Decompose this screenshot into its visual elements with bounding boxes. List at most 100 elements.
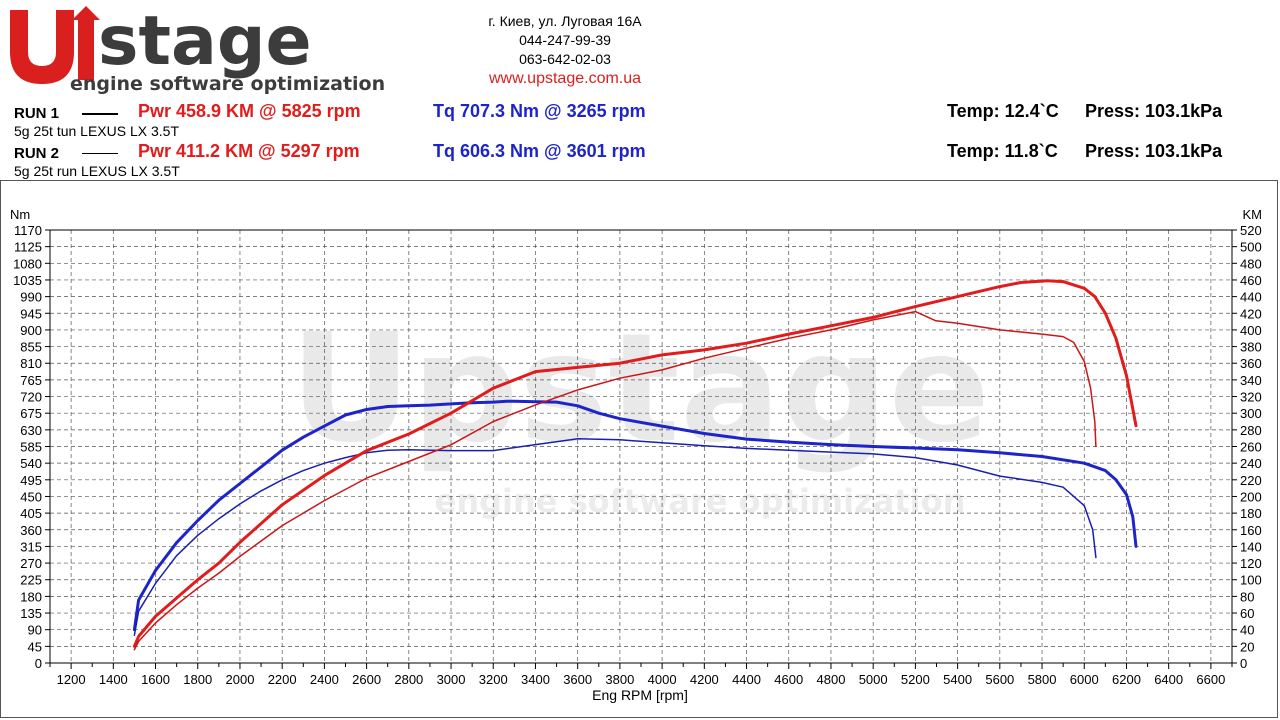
y-right-tick-label: 420 — [1240, 306, 1262, 321]
website-link[interactable]: www.upstage.com.ua — [488, 70, 642, 87]
x-tick-label: 6000 — [1070, 672, 1099, 687]
y-left-tick-label: 945 — [20, 306, 42, 321]
y-right-tick-label: 520 — [1240, 223, 1262, 238]
x-tick-label: 5800 — [1028, 672, 1057, 687]
run-1-power: Pwr 458.9 KM @ 5825 rpm — [138, 101, 361, 121]
x-tick-label: 5600 — [985, 672, 1014, 687]
x-tick-label: 3200 — [479, 672, 508, 687]
address: г. Киев, ул. Луговая 16А — [488, 13, 642, 29]
y-left-tick-label: 990 — [20, 290, 42, 305]
run-1-label: RUN 1 — [14, 105, 60, 122]
run-2-description: 5g 25t run LEXUS LX 3.5T — [14, 163, 180, 179]
y-right-tick-label: 100 — [1240, 573, 1262, 588]
series-line-1 — [132, 399, 1138, 632]
y-right-tick-label: 480 — [1240, 256, 1262, 271]
series-line-4 — [133, 310, 1097, 651]
y-left-tick-label: 225 — [20, 573, 42, 588]
x-tick-label: 3800 — [605, 672, 634, 687]
y-left-tick-label: 765 — [20, 373, 42, 388]
y-left-tick-label: 630 — [20, 423, 42, 438]
x-tick-label: 1400 — [99, 672, 128, 687]
x-tick-label: 6600 — [1196, 672, 1225, 687]
run-2-label: RUN 2 — [14, 145, 60, 162]
contact-block: г. Киев, ул. Луговая 16А 044-247-99-39 0… — [440, 12, 690, 88]
y-right-tick-label: 0 — [1240, 656, 1247, 671]
y-left-tick-label: 1170 — [14, 223, 42, 238]
y-left-tick-label: 450 — [20, 489, 42, 504]
y-left-tick-label: 720 — [20, 390, 42, 405]
x-tick-label: 2800 — [394, 672, 423, 687]
y-right-tick-label: 200 — [1240, 489, 1262, 504]
y-left-tick-label: 0 — [35, 656, 42, 671]
x-tick-label: 1600 — [141, 672, 170, 687]
y-right-tick-label: 460 — [1240, 273, 1262, 288]
y-right-tick-label: 440 — [1240, 290, 1262, 305]
y-right-tick-label: 40 — [1240, 623, 1254, 638]
y-right-tick-label: 260 — [1240, 440, 1262, 455]
y-right-tick-label: 320 — [1240, 390, 1262, 405]
y-right-tick-label: 340 — [1240, 373, 1262, 388]
y-left-tick-label: 180 — [20, 589, 42, 604]
run-1-press: Press: 103.1kPa — [1085, 101, 1223, 121]
x-tick-label: 4800 — [817, 672, 846, 687]
x-tick-label: 2000 — [226, 672, 255, 687]
x-tick-label: 4600 — [774, 672, 803, 687]
run-1-torque: Tq 707.3 Nm @ 3265 rpm — [433, 101, 646, 121]
run-2-line-sample — [82, 153, 118, 154]
run-2-temp: Temp: 11.8`C — [947, 141, 1058, 161]
y-right-tick-label: 500 — [1240, 240, 1262, 255]
plot-area-border — [49, 229, 1233, 664]
y-left-tick-label: 270 — [20, 556, 42, 571]
phone-1: 044-247-99-39 — [519, 32, 611, 48]
background-watermark-tagline: engine software optimization — [435, 482, 966, 520]
y-left-tick-label: 675 — [20, 406, 42, 421]
x-tick-label: 3600 — [563, 672, 592, 687]
logo-wordmark: stage — [98, 4, 312, 81]
y-left-tick-label: 1080 — [13, 256, 42, 271]
run-2-power: Pwr 411.2 KM @ 5297 rpm — [138, 141, 360, 161]
chart-frame — [0, 180, 1278, 718]
y-right-tick-label: 140 — [1240, 539, 1262, 554]
y-right-tick-label: 80 — [1240, 589, 1254, 604]
x-tick-label: 4400 — [732, 672, 761, 687]
y-left-tick-label: 1035 — [13, 273, 42, 288]
y-right-tick-label: 180 — [1240, 506, 1262, 521]
x-tick-label: 4000 — [648, 672, 677, 687]
y-left-tick-label: 405 — [20, 506, 42, 521]
x-tick-label: 2400 — [310, 672, 339, 687]
series-line-3 — [132, 279, 1138, 648]
y-right-tick-label: 360 — [1240, 356, 1262, 371]
run-2-torque: Tq 606.3 Nm @ 3601 rpm — [433, 141, 646, 161]
y-left-tick-label: 540 — [20, 456, 42, 471]
x-tick-label: 5000 — [859, 672, 888, 687]
upstage-logo: stage engine software optimization — [10, 4, 385, 95]
x-tick-label: 6400 — [1154, 672, 1183, 687]
y-right-tick-label: 60 — [1240, 606, 1254, 621]
y-left-tick-label: 810 — [20, 356, 42, 371]
x-tick-label: 6200 — [1112, 672, 1141, 687]
y-left-tick-label: 45 — [28, 639, 42, 654]
y-right-tick-label: 120 — [1240, 556, 1262, 571]
x-tick-label: 5400 — [943, 672, 972, 687]
phone-2: 063-642-02-03 — [519, 51, 611, 67]
series-line-2 — [133, 437, 1097, 636]
y-left-axis-label: Nm — [10, 207, 30, 222]
y-right-tick-label: 160 — [1240, 523, 1262, 538]
y-left-tick-label: 900 — [20, 323, 42, 338]
x-tick-label: 4200 — [690, 672, 719, 687]
logo-tagline: engine software optimization — [70, 73, 385, 95]
y-left-tick-label: 855 — [20, 340, 42, 355]
x-tick-label: 2600 — [352, 672, 381, 687]
y-right-tick-label: 400 — [1240, 323, 1262, 338]
x-tick-label: 1800 — [183, 672, 212, 687]
x-tick-label: 1200 — [57, 672, 86, 687]
y-left-tick-label: 585 — [20, 440, 42, 455]
y-right-axis-label: KM — [1243, 207, 1263, 222]
y-right-tick-label: 380 — [1240, 340, 1262, 355]
x-tick-label: 5200 — [901, 672, 930, 687]
y-right-tick-label: 240 — [1240, 456, 1262, 471]
run-1-temp: Temp: 12.4`C — [947, 101, 1059, 121]
y-left-tick-label: 1125 — [14, 240, 42, 255]
y-left-tick-label: 315 — [20, 539, 42, 554]
